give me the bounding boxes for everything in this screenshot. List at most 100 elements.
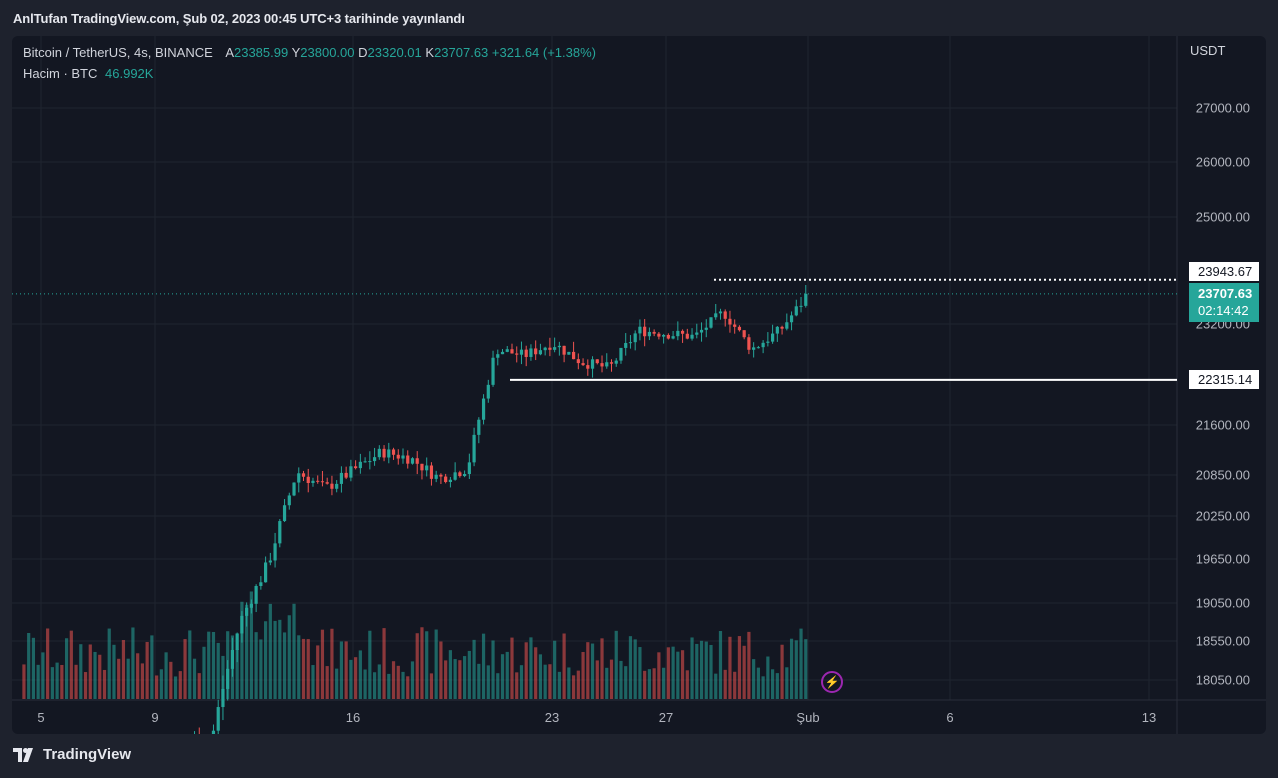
volume-bar — [633, 639, 637, 699]
volume-bar — [311, 665, 315, 699]
candle-body — [221, 688, 225, 708]
volume-bar — [178, 671, 182, 699]
candle-body — [733, 324, 737, 327]
volume-bar — [245, 604, 249, 699]
candle-body — [652, 331, 656, 334]
logo-text: TradingView — [43, 746, 132, 763]
candle-body — [410, 458, 415, 464]
volume-bar — [752, 659, 756, 699]
volume-bar — [211, 632, 216, 699]
candle-body — [785, 322, 789, 329]
volume-bar — [562, 633, 566, 699]
open-label: A — [225, 45, 234, 60]
volume-bar — [510, 637, 514, 699]
volume-bar — [197, 673, 201, 699]
volume-bar — [387, 673, 391, 699]
candle-body — [249, 603, 253, 608]
volume-bar — [671, 646, 675, 699]
candle-body — [382, 448, 386, 458]
candle-body — [638, 326, 642, 334]
tradingview-logo[interactable]: TradingView — [13, 746, 131, 763]
volume-bar — [83, 672, 88, 699]
candle-body — [448, 479, 452, 483]
volume-bar — [306, 639, 310, 699]
volume-bar — [88, 644, 92, 699]
symbol-legend: Bitcoin / TetherUS, 4s, BINANCE A23385.9… — [23, 45, 596, 60]
volume-bar — [737, 636, 742, 699]
volume-label[interactable]: Hacim · BTC — [23, 66, 98, 81]
candle-body — [534, 348, 538, 355]
volume-bar — [586, 642, 590, 699]
candle-body — [590, 359, 595, 369]
candle-body — [330, 483, 334, 489]
current-price: 23707.63 — [1198, 286, 1253, 301]
high-label: Y — [291, 45, 301, 60]
volume-bar — [325, 666, 329, 699]
candle-body — [524, 349, 528, 357]
volume-value: 46.992K — [105, 66, 154, 81]
resistance-price-tag: 23943.67 — [1189, 262, 1259, 281]
volume-bar — [666, 647, 670, 699]
volume-bar — [553, 640, 557, 699]
volume-bar — [46, 628, 50, 699]
volume-bar — [372, 672, 377, 699]
volume-bar — [292, 603, 296, 699]
candle-body — [216, 707, 220, 731]
volume-bar — [538, 654, 543, 699]
volume-bar — [548, 664, 552, 699]
candle-body — [662, 334, 666, 337]
volume-bar — [609, 659, 614, 699]
candle-body — [335, 483, 339, 489]
volume-bar — [382, 628, 386, 699]
volume-bar — [477, 663, 481, 699]
grid — [12, 36, 1177, 700]
volume-bar — [254, 632, 258, 699]
y-tick-label: 21600.00 — [1196, 418, 1250, 433]
lightning-icon[interactable]: ⚡ — [821, 671, 843, 693]
volume-bar — [330, 628, 334, 699]
chart-panel[interactable]: 27000.00 26000.00 25000.00 23200.00 21600.00… — [12, 36, 1266, 734]
candle-body — [680, 330, 685, 334]
volume-bar — [55, 662, 59, 699]
candle-body — [515, 353, 519, 355]
candle-body — [377, 448, 381, 458]
candle-body — [415, 458, 419, 464]
candle-body — [320, 481, 325, 483]
price-chart[interactable]: 27000.0026000.0025000.0023200.0021600.00… — [12, 36, 1266, 734]
volume-bar — [704, 641, 708, 699]
volume-bar — [662, 667, 666, 699]
volume-bar — [344, 641, 348, 699]
volume-bar — [164, 652, 168, 699]
candle-body — [699, 329, 704, 333]
low-value: 23320.01 — [367, 45, 422, 60]
candle-body — [505, 349, 509, 352]
volume-bar — [301, 638, 306, 699]
volume-bar — [690, 637, 694, 699]
candle-body — [619, 347, 623, 361]
volume-bar — [571, 675, 576, 699]
volume-bar — [316, 645, 320, 699]
symbol-title[interactable]: Bitcoin / TetherUS, 4s, BINANCE — [23, 45, 213, 60]
volume-bar — [780, 644, 784, 699]
candle-body — [704, 327, 708, 330]
volume-bar — [69, 630, 73, 699]
volume-bar — [107, 628, 111, 699]
volume-bar — [36, 664, 40, 699]
candle-body — [737, 326, 742, 331]
volume-bar — [728, 636, 732, 699]
volume-bar — [287, 615, 291, 699]
candle-body — [643, 326, 647, 337]
high-value: 23800.00 — [300, 45, 355, 60]
volume-bar — [647, 669, 652, 699]
candle-body — [676, 330, 680, 337]
volume-bar — [747, 631, 751, 699]
y-tick-label: 18050.00 — [1196, 673, 1250, 688]
currency-label[interactable]: USDT — [1190, 43, 1226, 58]
volume-bar — [173, 676, 178, 699]
volume-bar — [155, 675, 159, 699]
candle-body — [467, 462, 471, 474]
volume-bar — [742, 645, 746, 699]
candle-body — [562, 345, 566, 355]
volume-bar — [643, 670, 647, 699]
candle-body — [624, 342, 628, 348]
